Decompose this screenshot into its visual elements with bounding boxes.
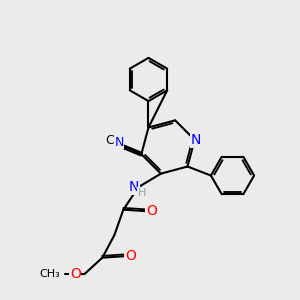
Text: N: N [114,136,124,148]
Text: O: O [125,249,136,263]
Text: O: O [70,268,81,281]
Text: N: N [191,133,201,147]
Text: C: C [105,134,114,147]
Text: H: H [138,188,146,198]
Text: O: O [146,204,157,218]
Text: CH₃: CH₃ [40,269,60,279]
Text: N: N [129,180,139,194]
